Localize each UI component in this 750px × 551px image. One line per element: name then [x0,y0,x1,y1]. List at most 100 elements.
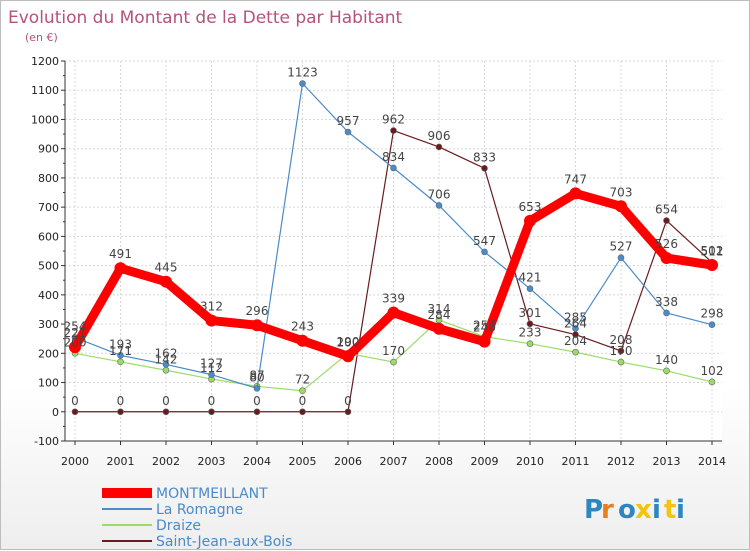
y-tick-label: 0 [52,406,59,419]
data-point-draize [572,348,579,356]
data-label-la-romagne: 527 [610,240,633,254]
data-label-la-romagne: 254 [64,320,87,334]
data-label-draize: 142 [155,352,178,366]
data-label-la-romagne: 706 [428,187,451,201]
x-tick-label: 2006 [334,455,362,468]
data-point-montmeillant [524,214,536,227]
data-point-saint-jean-aux-bois [208,408,215,416]
data-label-montmeillant: 491 [109,247,132,261]
data-label-la-romagne: 338 [655,295,678,309]
data-label-montmeillant: 296 [246,304,269,318]
data-point-draize [162,366,170,374]
x-tick-label: 2013 [653,455,681,468]
data-label-montmeillant: 339 [382,292,405,306]
data-point-la-romagne [299,80,306,87]
data-point-la-romagne [708,321,716,328]
x-tick-label: 2008 [425,455,453,468]
data-point-montmeillant [387,306,400,319]
chart-title: Evolution du Montant de la Dette par Hab… [8,8,403,28]
data-labels: 0 0 0 0 0 0 0 962 906 833 301 264 208 654 511 200 171 142… [64,66,724,408]
data-point-la-romagne [663,309,670,317]
data-label-la-romagne: 1123 [287,66,318,80]
logo-letter: i [652,495,661,525]
logo-letter: P [584,495,603,525]
data-point-la-romagne [617,254,625,262]
data-point-la-romagne [572,325,579,332]
data-point-montmeillant [69,341,81,354]
data-point-saint-jean-aux-bois [435,143,443,151]
y-tick-label: 300 [38,318,59,331]
x-tick-label: 2011 [562,455,590,468]
y-tick-label: 800 [38,172,59,185]
data-point-montmeillant [342,350,354,363]
data-point-montmeillant [160,275,172,288]
legend-label: La Romagne [156,502,243,518]
data-label-saint-jean-aux-bois: 301 [519,306,542,320]
data-label-la-romagne: 957 [337,114,360,128]
data-label-draize: 171 [109,344,132,358]
data-label-la-romagne: 127 [200,357,223,371]
data-label-montmeillant: 312 [200,300,223,314]
data-label-draize: 72 [295,373,310,387]
data-label-saint-jean-aux-bois: 833 [473,150,496,164]
x-tick-label: 2000 [61,455,89,468]
data-label-la-romagne: 834 [382,150,405,164]
data-point-montmeillant [114,262,127,275]
data-point-montmeillant [615,200,627,213]
y-tick-label: 400 [38,289,59,302]
data-label-saint-jean-aux-bois: 0 [253,394,261,408]
y-tick-label: 100 [38,377,59,390]
y-tick-label: 1100 [31,84,59,97]
data-label-draize: 200 [64,335,87,349]
data-label-saint-jean-aux-bois: 0 [344,394,352,408]
y-tick-label: 1000 [31,113,59,126]
data-point-saint-jean-aux-bois [162,408,170,416]
logo-letter: t [664,495,676,525]
data-label-saint-jean-aux-bois: 208 [610,333,633,347]
data-label-saint-jean-aux-bois: 511 [701,244,724,258]
data-label-saint-jean-aux-bois: 0 [71,394,79,408]
y-tick-label: 900 [38,143,59,156]
data-label-saint-jean-aux-bois: 0 [299,394,307,408]
logo-letter: i [676,495,685,525]
data-point-la-romagne [208,371,215,378]
data-point-la-romagne [117,352,124,359]
y-tick-label: 500 [38,260,59,273]
data-point-montmeillant [251,319,263,332]
data-label-draize: 314 [428,302,451,316]
data-point-montmeillant [706,259,718,272]
logo-letter: r [601,495,614,525]
data-label-la-romagne: 193 [109,337,132,351]
proxiti-logo: Pr o x i t i [584,495,685,525]
data-point-saint-jean-aux-bois [663,217,670,224]
data-point-draize [708,378,716,386]
data-label-la-romagne: 80 [249,370,264,384]
data-point-montmeillant [296,334,309,347]
logo-letter: x [635,495,652,525]
data-label-montmeillant: 703 [610,185,633,199]
data-label-montmeillant: 243 [291,320,314,334]
data-label-draize: 233 [519,326,542,340]
x-tick-label: 2004 [243,455,271,468]
x-tick-label: 2005 [289,455,317,468]
data-point-saint-jean-aux-bois [117,408,124,416]
data-point-la-romagne [390,164,397,172]
data-label-la-romagne: 547 [473,234,496,248]
data-point-montmeillant [478,335,491,348]
logo-letter: o [618,495,636,525]
legend-label: Saint-Jean-aux-Bois [156,534,292,550]
data-label-saint-jean-aux-bois: 0 [117,394,125,408]
data-point-la-romagne [344,128,352,136]
y-tick-label: 200 [38,347,59,360]
data-label-montmeillant: 502 [701,244,724,258]
data-point-la-romagne [435,202,443,209]
data-label-saint-jean-aux-bois: 0 [162,394,170,408]
legend-label: Draize [156,518,201,534]
data-label-draize: 170 [610,344,633,358]
data-label-draize: 257 [473,319,496,333]
series-layer [69,80,718,416]
x-tick-label: 2009 [471,455,499,468]
